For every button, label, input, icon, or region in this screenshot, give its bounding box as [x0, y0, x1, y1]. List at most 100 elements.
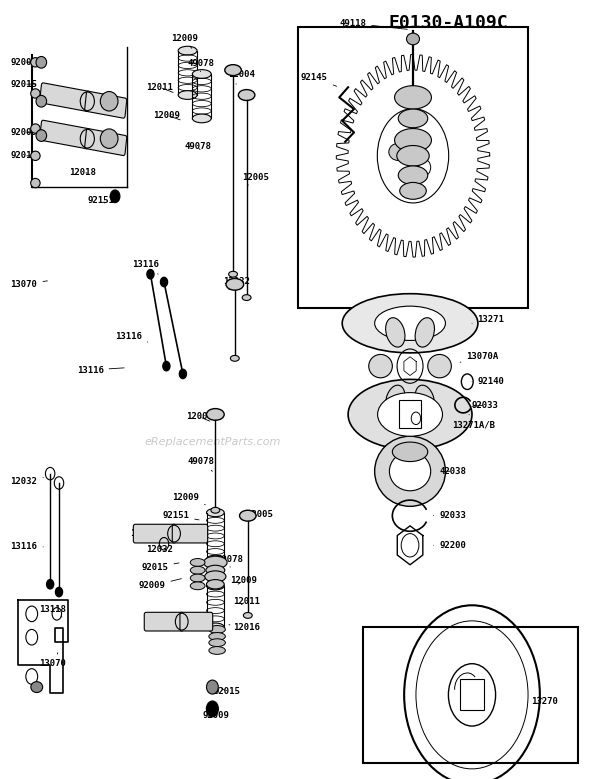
Ellipse shape — [415, 385, 434, 414]
Text: 49078: 49078 — [216, 555, 243, 567]
Text: 13118: 13118 — [39, 605, 66, 617]
Ellipse shape — [206, 509, 224, 516]
Text: 13116: 13116 — [115, 332, 148, 342]
Ellipse shape — [389, 143, 408, 160]
Ellipse shape — [209, 647, 225, 654]
Text: 42038: 42038 — [439, 467, 466, 476]
Polygon shape — [336, 55, 490, 257]
Text: 13070: 13070 — [11, 280, 47, 289]
Text: 12009: 12009 — [172, 492, 205, 505]
Ellipse shape — [392, 442, 428, 461]
Text: 12018: 12018 — [130, 529, 168, 538]
Text: 92015: 92015 — [214, 687, 241, 696]
FancyBboxPatch shape — [40, 120, 90, 149]
Ellipse shape — [378, 393, 442, 436]
Ellipse shape — [225, 65, 241, 76]
Text: 12005: 12005 — [242, 173, 269, 185]
Ellipse shape — [375, 436, 445, 506]
Circle shape — [206, 701, 218, 717]
Text: E0130-A109C: E0130-A109C — [389, 14, 508, 32]
Text: 49078: 49078 — [188, 59, 215, 72]
Ellipse shape — [238, 90, 255, 100]
Ellipse shape — [31, 682, 42, 693]
Text: 12032: 12032 — [146, 545, 173, 554]
Text: 12018: 12018 — [70, 98, 97, 108]
Text: 12011: 12011 — [232, 597, 260, 606]
Ellipse shape — [36, 95, 47, 107]
Text: 92009: 92009 — [11, 128, 38, 137]
Text: 92009: 92009 — [11, 58, 38, 67]
Circle shape — [160, 277, 168, 287]
Text: 13116: 13116 — [77, 365, 124, 375]
Text: 13271A/B: 13271A/B — [453, 414, 496, 429]
Text: 92033: 92033 — [434, 511, 466, 520]
FancyBboxPatch shape — [180, 612, 212, 631]
Ellipse shape — [395, 129, 431, 152]
Ellipse shape — [209, 633, 225, 640]
Circle shape — [47, 580, 54, 589]
Ellipse shape — [206, 555, 224, 563]
FancyBboxPatch shape — [40, 83, 90, 111]
Circle shape — [110, 190, 120, 203]
Text: 12004: 12004 — [186, 412, 213, 421]
Text: 12032: 12032 — [11, 477, 43, 486]
Text: 13271: 13271 — [472, 315, 504, 324]
Ellipse shape — [190, 574, 205, 582]
Text: 92015: 92015 — [11, 151, 38, 160]
Text: 12009: 12009 — [230, 576, 257, 585]
FancyBboxPatch shape — [144, 612, 183, 631]
Ellipse shape — [206, 409, 224, 421]
Ellipse shape — [206, 580, 224, 589]
Ellipse shape — [31, 124, 40, 133]
Text: 12011: 12011 — [146, 83, 173, 93]
Text: 13270: 13270 — [531, 696, 558, 706]
Ellipse shape — [386, 385, 405, 414]
Text: 92151: 92151 — [87, 196, 114, 206]
Ellipse shape — [31, 151, 40, 160]
Text: 92015: 92015 — [142, 562, 179, 572]
Text: 49118: 49118 — [339, 19, 407, 30]
Ellipse shape — [375, 306, 445, 340]
Bar — [460, 679, 484, 710]
Ellipse shape — [428, 354, 451, 378]
FancyBboxPatch shape — [133, 524, 176, 543]
Text: 92033: 92033 — [471, 400, 499, 410]
Ellipse shape — [229, 271, 237, 277]
Bar — [399, 400, 421, 428]
Ellipse shape — [31, 178, 40, 188]
Text: 92151: 92151 — [162, 511, 199, 520]
Text: 13116: 13116 — [11, 542, 43, 552]
Ellipse shape — [400, 182, 426, 199]
Ellipse shape — [192, 69, 211, 79]
Text: 12016: 12016 — [229, 622, 260, 632]
Text: 92009: 92009 — [139, 579, 181, 590]
Ellipse shape — [240, 510, 256, 521]
Circle shape — [179, 369, 186, 379]
Text: 12005: 12005 — [245, 509, 273, 519]
Text: 92015: 92015 — [11, 79, 38, 89]
Text: 13070: 13070 — [39, 653, 66, 668]
Ellipse shape — [395, 86, 431, 109]
Text: 13116: 13116 — [132, 260, 159, 274]
FancyBboxPatch shape — [172, 524, 208, 543]
Text: 92009: 92009 — [202, 710, 229, 720]
Ellipse shape — [407, 33, 419, 45]
Ellipse shape — [36, 57, 47, 68]
Ellipse shape — [386, 318, 405, 347]
Ellipse shape — [243, 612, 253, 619]
Ellipse shape — [100, 129, 118, 148]
Ellipse shape — [205, 571, 226, 582]
Text: 49078: 49078 — [184, 142, 211, 151]
Text: eReplacementParts.com: eReplacementParts.com — [144, 437, 281, 446]
Text: 12009: 12009 — [171, 34, 198, 48]
Text: 12032: 12032 — [223, 277, 250, 290]
Ellipse shape — [211, 507, 219, 513]
FancyBboxPatch shape — [85, 91, 127, 118]
Ellipse shape — [206, 582, 224, 590]
Text: 13070A: 13070A — [460, 352, 499, 362]
Ellipse shape — [415, 318, 434, 347]
Ellipse shape — [230, 355, 240, 361]
Ellipse shape — [209, 639, 225, 647]
Text: 92200: 92200 — [434, 541, 466, 550]
Ellipse shape — [31, 89, 40, 98]
